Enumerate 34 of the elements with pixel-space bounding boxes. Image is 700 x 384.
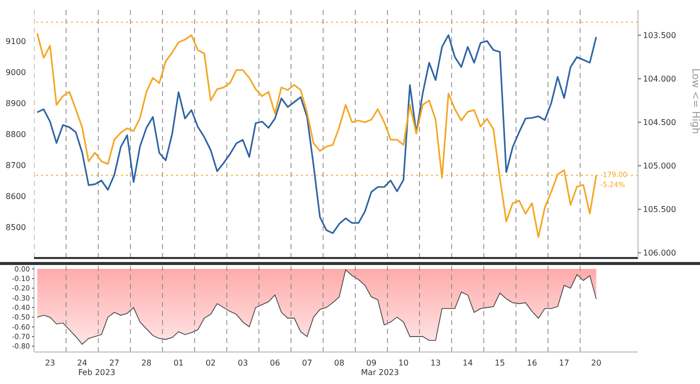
y2-tick-label: 106.000 bbox=[643, 248, 676, 258]
y-tick-label: 8800 bbox=[6, 130, 26, 139]
y-tick-label: 8700 bbox=[6, 160, 26, 170]
x-tick-label: 15 bbox=[494, 358, 505, 368]
y-tick-label: 9000 bbox=[6, 68, 26, 77]
y2-tick-label: 105.000 bbox=[643, 162, 676, 171]
y2-axis-title: Low <= High bbox=[689, 68, 700, 134]
y-tick-label: 8900 bbox=[6, 98, 26, 108]
x-tick-label: 24 bbox=[77, 358, 88, 368]
x-tick-label: 13 bbox=[430, 358, 441, 368]
text: Feb 2023 bbox=[78, 368, 116, 377]
y2-tick-label: 103.500 bbox=[643, 31, 676, 40]
x-tick-label: 03 bbox=[238, 358, 248, 368]
y2-tick-label: 105.500 bbox=[643, 205, 676, 214]
x-tick-label: 09 bbox=[366, 358, 376, 368]
x-tick-label: 17 bbox=[559, 358, 570, 368]
y-tick-label: 8600 bbox=[6, 192, 26, 201]
y2-tick-label: 104.000 bbox=[643, 74, 676, 84]
x-tick-label: 01 bbox=[173, 358, 184, 368]
x-tick-label: 14 bbox=[462, 358, 473, 368]
y-tick-label: 9100 bbox=[6, 36, 26, 46]
x-tick-label: 07 bbox=[302, 358, 312, 368]
x-tick-label: 28 bbox=[141, 358, 152, 368]
x-tick-label: 02 bbox=[206, 358, 216, 368]
x-tick-label: 23 bbox=[44, 358, 56, 368]
y-tick-label: 8500 bbox=[6, 222, 26, 232]
x-tick-label: 16 bbox=[526, 358, 538, 368]
text: Mar 2023 bbox=[360, 368, 399, 377]
x-tick-label: 27 bbox=[109, 358, 120, 368]
x-tick-label: 06 bbox=[270, 358, 280, 368]
x-tick-label: 20 bbox=[591, 358, 602, 368]
x-tick-label: 10 bbox=[398, 358, 409, 368]
y2-tick-label: 104.500 bbox=[643, 118, 676, 128]
x-tick-label: 08 bbox=[334, 358, 344, 368]
